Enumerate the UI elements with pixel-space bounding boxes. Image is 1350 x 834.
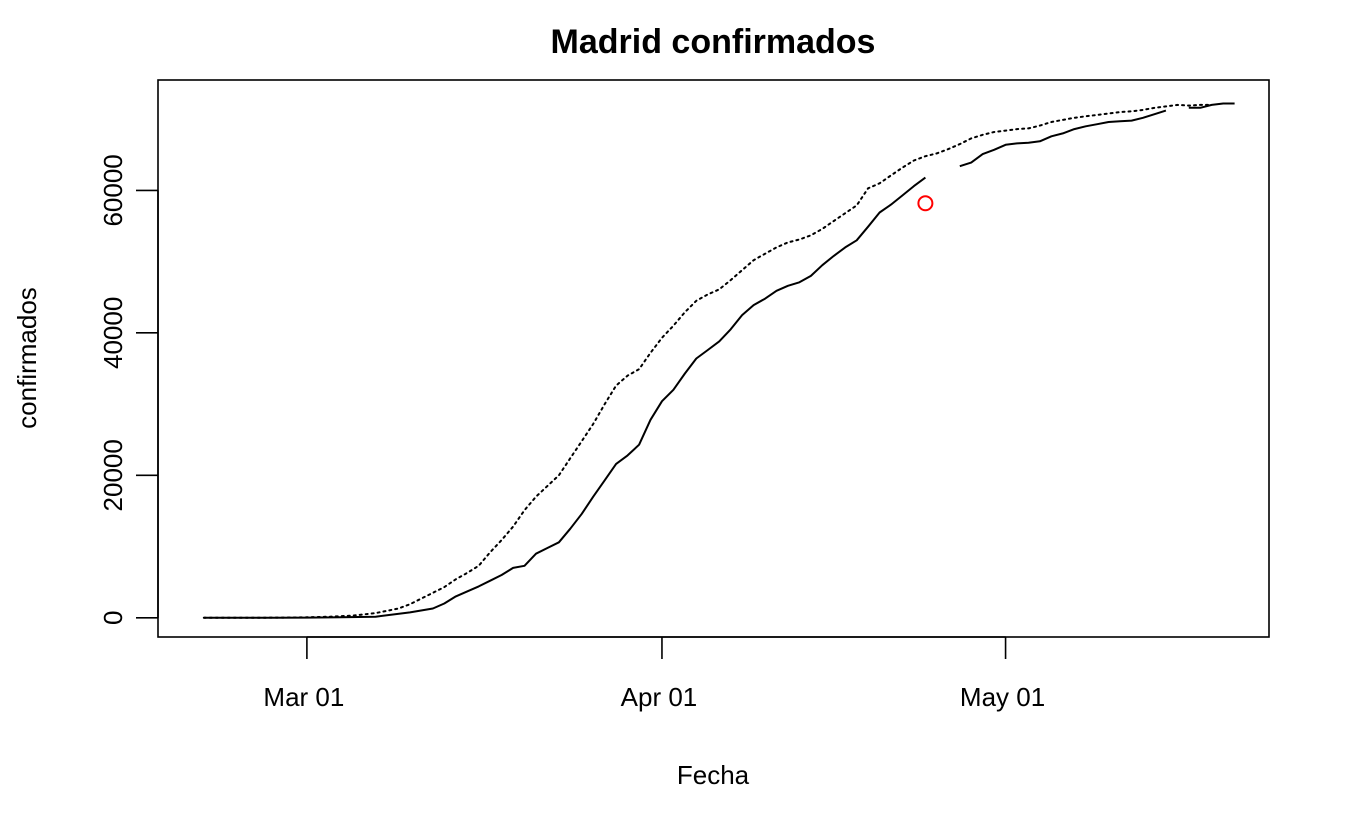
chart-title: Madrid confirmados (551, 23, 876, 61)
x-tick-label: Mar 01 (263, 682, 344, 712)
x-tick-label: May 01 (960, 682, 1045, 712)
series-line-solid (203, 176, 926, 619)
y-axis-label: confirmados (12, 287, 42, 429)
data-point (917, 195, 934, 212)
series-line-dotted (202, 103, 1213, 619)
x-axis-label: Fecha (677, 760, 750, 790)
x-tick-label: Apr 01 (621, 682, 698, 712)
series-layer (202, 102, 1235, 619)
plot-frame (157, 79, 1270, 638)
points-layer (917, 195, 934, 212)
series-line-solid (1188, 102, 1235, 109)
y-tick-label: 60000 (98, 154, 128, 226)
y-tick-label: 40000 (98, 297, 128, 369)
y-tick-label: 20000 (98, 439, 128, 511)
series-line-solid (959, 109, 1167, 168)
x-axis: Mar 01 Apr 01 May 01 (263, 636, 1045, 712)
y-tick-label: 0 (98, 611, 128, 625)
y-axis: 0 20000 40000 60000 (98, 154, 159, 625)
